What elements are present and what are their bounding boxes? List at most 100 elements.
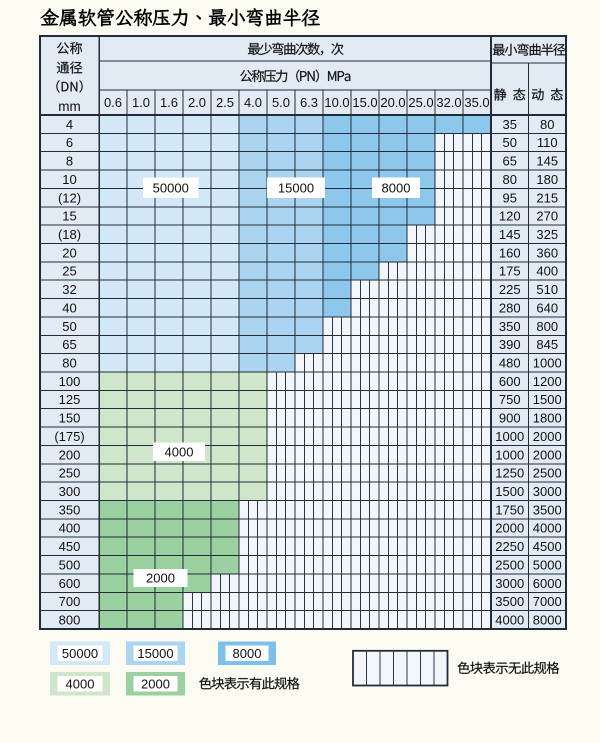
svg-text:800: 800 [536, 319, 558, 334]
svg-text:2250: 2250 [495, 539, 524, 554]
svg-text:65: 65 [62, 337, 76, 352]
svg-text:8000: 8000 [533, 613, 562, 628]
svg-text:3000: 3000 [533, 484, 562, 499]
svg-text:2000: 2000 [533, 429, 562, 444]
svg-text:1.0: 1.0 [132, 95, 150, 110]
svg-text:20.0: 20.0 [380, 95, 405, 110]
svg-text:50000: 50000 [62, 646, 98, 661]
svg-text:1500: 1500 [533, 392, 562, 407]
svg-text:480: 480 [499, 356, 521, 371]
svg-text:390: 390 [499, 337, 521, 352]
svg-text:10: 10 [62, 172, 76, 187]
svg-text:80: 80 [503, 172, 517, 187]
svg-text:2.0: 2.0 [188, 95, 206, 110]
svg-text:1200: 1200 [533, 374, 562, 389]
svg-text:15.0: 15.0 [352, 95, 377, 110]
svg-text:145: 145 [499, 227, 521, 242]
svg-text:125: 125 [59, 392, 81, 407]
svg-text:175: 175 [499, 264, 521, 279]
svg-text:350: 350 [59, 502, 81, 517]
svg-text:1750: 1750 [495, 502, 524, 517]
svg-text:110: 110 [537, 135, 558, 150]
svg-text:510: 510 [536, 282, 558, 297]
svg-text:600: 600 [59, 576, 81, 591]
svg-text:35.0: 35.0 [464, 95, 489, 110]
svg-text:10.0: 10.0 [324, 95, 349, 110]
svg-text:325: 325 [536, 227, 558, 242]
svg-text:100: 100 [59, 374, 81, 389]
svg-text:25.0: 25.0 [408, 95, 433, 110]
svg-text:4000: 4000 [66, 676, 95, 691]
svg-text:200: 200 [59, 447, 81, 462]
svg-text:0.6: 0.6 [104, 95, 122, 110]
svg-text:1250: 1250 [495, 466, 524, 481]
svg-text:8: 8 [66, 154, 73, 169]
svg-text:40: 40 [62, 300, 76, 315]
svg-text:2500: 2500 [495, 557, 524, 572]
svg-text:450: 450 [59, 539, 81, 554]
svg-text:845: 845 [536, 337, 558, 352]
svg-text:8000: 8000 [233, 646, 262, 661]
svg-text:2000: 2000 [533, 447, 562, 462]
svg-text:2000: 2000 [141, 676, 170, 691]
svg-text:50000: 50000 [153, 180, 189, 195]
svg-text:640: 640 [536, 300, 558, 315]
svg-text:800: 800 [59, 613, 81, 628]
svg-text:4: 4 [66, 117, 73, 132]
svg-text:1000: 1000 [533, 356, 562, 371]
svg-text:15000: 15000 [278, 180, 314, 195]
svg-text:3500: 3500 [533, 502, 562, 517]
svg-text:160: 160 [499, 245, 521, 260]
svg-text:1000: 1000 [495, 429, 524, 444]
svg-text:95: 95 [503, 190, 517, 205]
svg-text:4000: 4000 [495, 613, 524, 628]
svg-text:(18): (18) [58, 227, 81, 242]
svg-text:15000: 15000 [137, 646, 173, 661]
svg-text:mm: mm [58, 99, 81, 114]
svg-text:1800: 1800 [533, 411, 562, 426]
svg-text:(12): (12) [58, 190, 81, 205]
svg-text:1000: 1000 [495, 447, 524, 462]
svg-text:280: 280 [499, 300, 521, 315]
svg-text:3000: 3000 [495, 576, 524, 591]
svg-text:270: 270 [536, 209, 558, 224]
svg-text:180: 180 [536, 172, 558, 187]
svg-text:215: 215 [536, 190, 558, 205]
svg-text:2.5: 2.5 [216, 95, 234, 110]
svg-text:300: 300 [59, 484, 81, 499]
svg-text:350: 350 [499, 319, 521, 334]
svg-text:80: 80 [540, 117, 554, 132]
svg-text:600: 600 [499, 374, 521, 389]
svg-text:5000: 5000 [533, 557, 562, 572]
svg-text:20: 20 [62, 245, 76, 260]
svg-text:900: 900 [499, 411, 521, 426]
svg-text:(175): (175) [54, 429, 84, 444]
svg-text:400: 400 [59, 521, 81, 536]
svg-text:35: 35 [503, 117, 517, 132]
svg-text:7000: 7000 [533, 594, 562, 609]
svg-text:6000: 6000 [533, 576, 562, 591]
svg-text:400: 400 [536, 264, 558, 279]
svg-text:1.6: 1.6 [160, 95, 178, 110]
svg-text:5.0: 5.0 [272, 95, 290, 110]
svg-text:6.3: 6.3 [300, 95, 318, 110]
svg-text:500: 500 [59, 557, 81, 572]
svg-text:360: 360 [536, 245, 558, 260]
svg-text:15: 15 [62, 209, 76, 224]
svg-text:2500: 2500 [533, 466, 562, 481]
svg-text:6: 6 [66, 135, 73, 150]
svg-text:50: 50 [503, 135, 517, 150]
svg-text:150: 150 [59, 411, 81, 426]
svg-text:250: 250 [59, 466, 81, 481]
svg-text:80: 80 [62, 356, 76, 371]
svg-text:750: 750 [499, 392, 521, 407]
svg-text:2000: 2000 [495, 521, 524, 536]
svg-text:2000: 2000 [146, 571, 175, 586]
svg-text:25: 25 [62, 264, 76, 279]
svg-text:50: 50 [62, 319, 76, 334]
svg-text:225: 225 [499, 282, 521, 297]
svg-text:4500: 4500 [533, 539, 562, 554]
svg-text:1500: 1500 [495, 484, 524, 499]
svg-text:700: 700 [59, 594, 81, 609]
svg-text:4000: 4000 [533, 521, 562, 536]
